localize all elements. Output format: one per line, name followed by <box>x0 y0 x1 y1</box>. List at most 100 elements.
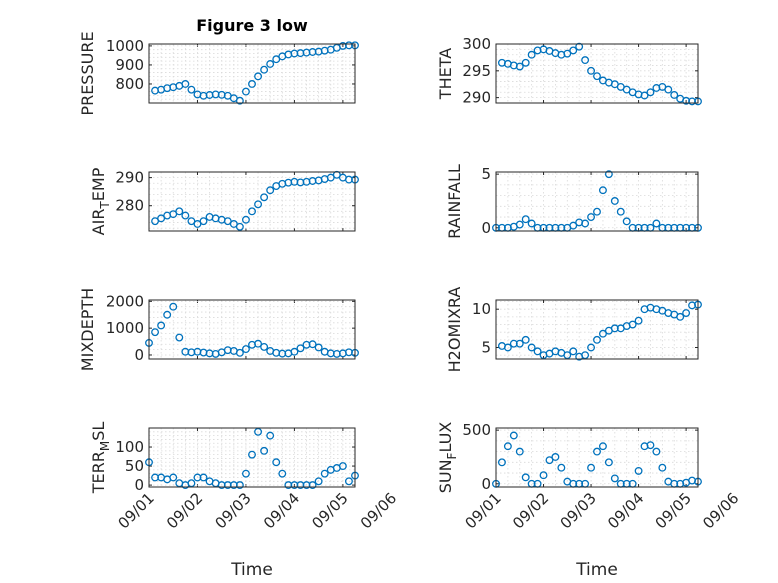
y-axis-label-main: PRESSURE <box>78 31 97 115</box>
data-point <box>260 446 269 455</box>
data-point <box>658 463 667 472</box>
y-tick-label: 900 <box>115 56 144 74</box>
data-point <box>241 469 250 478</box>
x-tick-label: 09/04 <box>260 489 303 532</box>
data-point <box>545 456 554 465</box>
data-point <box>569 347 578 356</box>
data-point <box>569 221 578 230</box>
y-tick-label: 800 <box>115 75 144 93</box>
data-point <box>278 469 287 478</box>
data-point <box>199 217 208 226</box>
data-point <box>254 200 263 209</box>
axes-background <box>495 299 699 360</box>
data-point <box>151 328 160 337</box>
axes-border <box>495 299 699 360</box>
data-point <box>652 219 661 228</box>
x-tick-label: 09/06 <box>699 489 742 532</box>
y-tick-label: 100 <box>115 438 144 456</box>
rainfall-panel: 0 5 RAINFALL <box>445 164 702 239</box>
data-point <box>682 309 691 317</box>
data-point <box>241 87 250 96</box>
y-tick-label: 295 <box>462 62 491 80</box>
data-point <box>266 431 275 440</box>
data-point <box>338 462 347 471</box>
axes-border <box>495 171 699 232</box>
data-point <box>320 469 329 478</box>
y-axis-label-tail: LUX <box>436 422 455 453</box>
data-point <box>241 215 250 224</box>
data-point <box>235 348 244 357</box>
y-tick-label: 10 <box>472 300 491 318</box>
data-point <box>587 343 596 352</box>
data-point <box>581 351 590 360</box>
y-tick-label: 0 <box>134 346 144 364</box>
y-tick-label: 300 <box>462 35 491 53</box>
data-point <box>569 46 578 55</box>
y-axis-label: SUNFLUX <box>436 422 459 494</box>
axes-border <box>148 427 356 488</box>
y-axis-label: AIRTEMP <box>89 167 112 235</box>
axes-background <box>148 171 356 232</box>
axes-border <box>148 43 356 104</box>
data-point <box>664 85 673 94</box>
data-point <box>515 220 524 229</box>
data-point <box>266 186 275 195</box>
data-point <box>169 302 178 311</box>
data-point <box>646 88 655 97</box>
data-point <box>610 474 619 483</box>
data-point <box>581 219 590 228</box>
y-axis-label-subscript: M <box>98 441 112 451</box>
data-point <box>598 329 607 338</box>
data-point <box>557 463 566 472</box>
data-point <box>187 479 196 488</box>
data-point <box>593 207 601 216</box>
data-point <box>610 197 619 205</box>
y-axis-label-main: TERR <box>89 451 108 494</box>
data-point <box>604 458 613 467</box>
y-axis-label-subscript: T <box>98 201 112 210</box>
y-axis-label: H2OMIXRA <box>445 287 464 373</box>
data-point <box>539 471 548 480</box>
y-axis-label-subscript: F <box>445 452 459 459</box>
x-tick-label: 09/05 <box>652 489 695 532</box>
axes-background <box>148 43 356 104</box>
data-point <box>241 345 250 354</box>
axes-border <box>495 427 699 488</box>
mixdepth-panel: 0 1000 2000 MIXDEPTH <box>78 288 359 371</box>
data-point <box>521 215 530 224</box>
data-point <box>290 347 299 356</box>
data-point <box>640 91 649 100</box>
y-axis-label-main: RAINFALL <box>445 164 464 239</box>
data-point <box>688 97 697 106</box>
y-axis-label: THETA <box>436 48 455 100</box>
data-point <box>272 55 281 64</box>
x-axis-label: Time <box>230 560 273 580</box>
y-axis-label: RAINFALL <box>445 164 464 239</box>
data-point <box>563 49 572 58</box>
data-point <box>521 473 530 482</box>
x-tick-label: 09/03 <box>557 489 600 532</box>
data-point <box>509 431 518 440</box>
y-axis-label-main: H2OMIXRA <box>445 287 464 373</box>
data-point <box>575 42 584 51</box>
data-point <box>235 222 244 231</box>
data-point <box>497 458 506 467</box>
y-axis-label-main: AIR <box>89 209 108 236</box>
data-point <box>533 347 542 356</box>
y-tick-label: 0 <box>481 219 491 237</box>
data-point <box>248 450 256 459</box>
data-point <box>527 50 536 59</box>
data-point <box>163 310 172 319</box>
data-point <box>527 343 536 352</box>
data-point <box>169 473 178 482</box>
data-point <box>622 217 631 226</box>
y-axis-label-main: SUN <box>436 459 455 493</box>
data-point <box>593 335 601 344</box>
data-point <box>646 441 655 450</box>
data-point <box>676 312 685 321</box>
y-axis-label: PRESSURE <box>78 31 97 115</box>
data-point <box>598 442 607 451</box>
data-point <box>199 473 208 482</box>
y-axis-label-tail: SL <box>89 422 108 441</box>
